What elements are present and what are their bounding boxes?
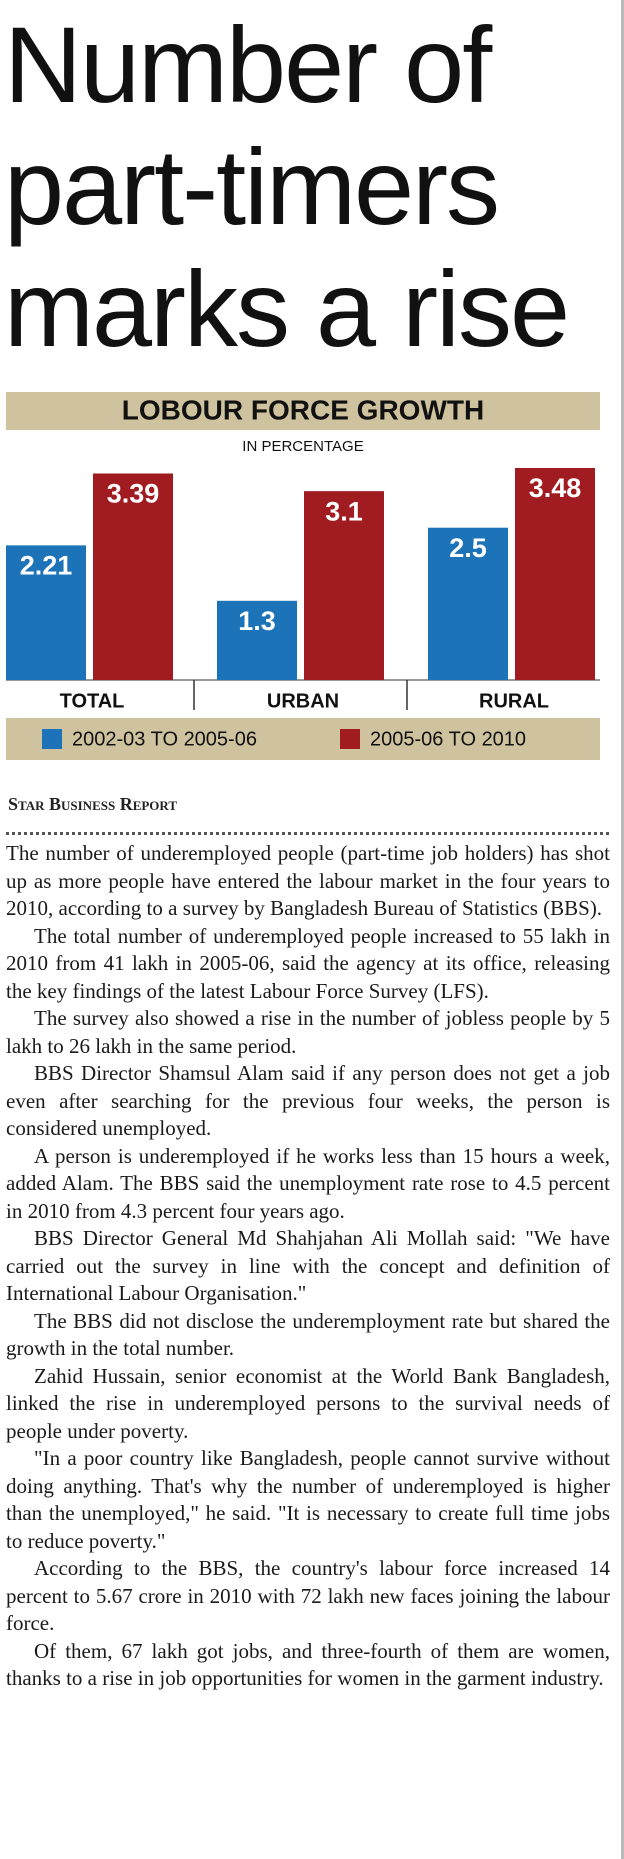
paragraph: Zahid Hussain, senior economist at the W… [6,1363,610,1443]
paragraph: BBS Director Shamsul Alam said if any pe… [6,1061,610,1140]
data-label: 3.39 [107,479,160,509]
bar [304,491,384,680]
paragraph: The number of underemployed people (part… [6,841,610,920]
bar [428,527,508,680]
paragraph: According to the BBS, the country's labo… [6,1556,610,1635]
paragraph: The total number of underemployed people… [6,923,610,1003]
dotted-rule [6,832,609,835]
headline: Number of part-timers marks a rise [4,4,620,370]
paragraph: The survey also showed a rise in the num… [6,1006,610,1058]
paragraph: BBS Director General Md Shahjahan Ali Mo… [6,1226,610,1305]
headline-line: Number of [4,4,492,125]
x-tick-label: RURAL [479,690,549,712]
bar [217,600,297,680]
data-label: 3.1 [325,496,363,526]
paragraph: "In a poor country like Bangladesh, peop… [6,1446,610,1553]
data-label: 3.48 [529,473,582,503]
legend-swatch [340,729,360,749]
title-band [6,392,600,430]
x-tick-label: URBAN [267,690,339,712]
chart-title: LOBOUR FORCE GROWTH [122,394,484,425]
data-label: 2.5 [449,533,487,563]
headline-line: marks a rise [4,248,570,369]
bar [93,473,173,680]
chart-subtitle: IN PERCENTAGE [242,438,363,455]
paragraph: A person is underemployed if he works le… [6,1143,610,1223]
legend-label: 2002-03 TO 2005-06 [72,728,257,750]
byline: Star Business Report [8,794,178,814]
bar [515,468,595,680]
paragraph: Of them, 67 lakh got jobs, and three-fou… [6,1638,610,1691]
legend-band [6,718,600,760]
paragraph: The BBS did not disclose the underemploy… [6,1308,610,1361]
bar [6,545,86,680]
article: The number of underemployed people (part… [6,840,610,1693]
data-label: 2.21 [20,550,73,580]
legend-swatch [42,729,62,749]
data-label: 1.3 [238,606,276,636]
headline-line: part-timers [4,126,500,247]
x-tick-label: TOTAL [60,690,125,712]
legend-label: 2005-06 TO 2010 [370,728,526,750]
chart: LOBOUR FORCE GROWTH IN PERCENTAGE TOTAL 2… [6,392,600,760]
